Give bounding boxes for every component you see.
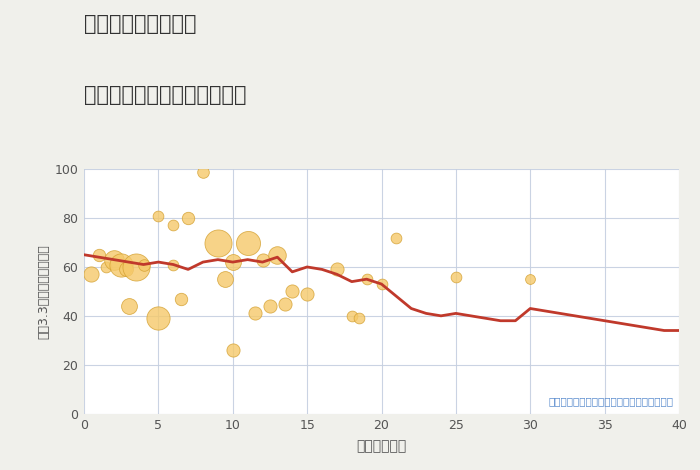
Point xyxy=(153,212,164,219)
Point xyxy=(138,261,149,268)
X-axis label: 築年数（年）: 築年数（年） xyxy=(356,439,407,453)
Point xyxy=(153,314,164,322)
Point xyxy=(130,263,141,271)
Point xyxy=(302,290,313,298)
Point xyxy=(242,239,253,246)
Point xyxy=(212,239,223,246)
Point xyxy=(120,266,132,273)
Text: 築年数別中古マンション価格: 築年数別中古マンション価格 xyxy=(84,85,246,105)
Point xyxy=(93,251,104,258)
Point xyxy=(287,288,298,295)
Point xyxy=(265,302,276,310)
Point xyxy=(123,302,134,310)
Y-axis label: 平（3.3㎡）単価（万円）: 平（3.3㎡）単価（万円） xyxy=(37,244,50,339)
Text: 円の大きさは、取引のあった物件面積を示す: 円の大きさは、取引のあった物件面積を示す xyxy=(548,396,673,406)
Point xyxy=(391,234,402,242)
Point xyxy=(376,280,387,288)
Point xyxy=(450,273,461,281)
Point xyxy=(525,275,536,283)
Point xyxy=(220,275,231,283)
Point xyxy=(168,261,179,268)
Point xyxy=(227,258,238,266)
Text: 三重県松阪市阪内町: 三重県松阪市阪内町 xyxy=(84,14,197,34)
Point xyxy=(116,261,127,268)
Point xyxy=(197,168,209,175)
Point xyxy=(101,263,112,271)
Point xyxy=(361,275,372,283)
Point xyxy=(183,214,194,222)
Point xyxy=(175,295,186,303)
Point xyxy=(346,312,357,320)
Point xyxy=(227,346,238,354)
Point xyxy=(249,310,260,317)
Point xyxy=(168,222,179,229)
Point xyxy=(108,256,119,263)
Point xyxy=(331,266,342,273)
Point xyxy=(272,251,283,258)
Point xyxy=(257,256,268,263)
Point xyxy=(354,314,365,322)
Point xyxy=(86,271,97,278)
Point xyxy=(279,300,290,307)
